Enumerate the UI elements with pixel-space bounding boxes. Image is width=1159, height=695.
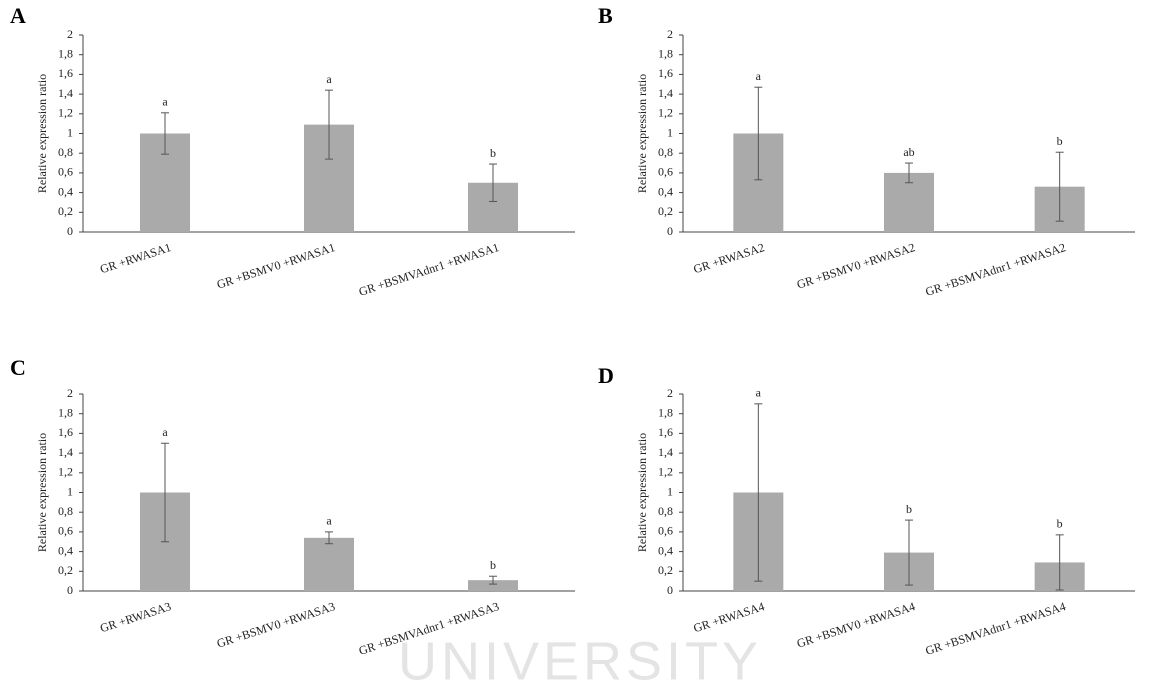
x-tick-label: GR +BSMV0 +RWASA4 [795, 599, 917, 650]
bar [304, 538, 354, 591]
y-axis-label: Relative expression ratio [35, 74, 49, 193]
significance-letter: b [1057, 134, 1063, 148]
x-tick-label: GR +BSMVAdnr1 +RWASA1 [357, 240, 501, 299]
significance-letter: b [906, 502, 912, 516]
panel-label: D [598, 363, 614, 388]
panel-label: B [598, 3, 613, 28]
y-tick-label: 0,2 [658, 204, 673, 218]
x-tick-label: GR +RWASA3 [98, 599, 172, 635]
significance-letter: a [756, 386, 762, 400]
y-tick-label: 0 [667, 583, 673, 597]
y-tick-label: 0,4 [58, 543, 73, 557]
x-tick-label: GR +BSMV0 +RWASA2 [795, 240, 917, 291]
y-tick-label: 1,6 [658, 425, 673, 439]
y-tick-label: 0,4 [658, 543, 673, 557]
significance-letter: a [756, 69, 762, 83]
y-tick-label: 2 [67, 386, 73, 400]
y-tick-label: 0 [67, 224, 73, 238]
watermark: UNIVERSITY [398, 631, 762, 691]
y-tick-label: 1,2 [658, 465, 673, 479]
y-axis-label: Relative expression ratio [635, 433, 649, 552]
significance-letter: b [490, 146, 496, 160]
y-tick-label: 1,4 [58, 86, 73, 100]
figure: UNIVERSITY A Relative expression ratio 0 0,… [0, 0, 1159, 695]
y-tick-label: 1,2 [58, 465, 73, 479]
y-tick-label: 2 [667, 27, 673, 41]
y-tick-label: 1 [67, 125, 73, 139]
y-tick-label: 0,2 [58, 204, 73, 218]
y-tick-label: 1 [667, 484, 673, 498]
y-tick-label: 0,6 [658, 165, 673, 179]
y-tick-label: 1,6 [58, 425, 73, 439]
significance-letter: ab [903, 145, 914, 159]
significance-letter: a [326, 72, 332, 86]
significance-letter: a [162, 95, 168, 109]
y-tick-label: 0 [67, 583, 73, 597]
y-tick-label: 1,6 [58, 66, 73, 80]
y-tick-label: 0,8 [658, 504, 673, 518]
y-tick-label: 1,4 [658, 445, 673, 459]
y-tick-label: 0,6 [658, 524, 673, 538]
y-tick-label: 0 [667, 224, 673, 238]
y-tick-label: 1,2 [658, 106, 673, 120]
y-tick-label: 0,2 [658, 563, 673, 577]
y-tick-label: 0,8 [658, 145, 673, 159]
y-tick-label: 0,8 [58, 145, 73, 159]
y-tick-label: 1 [667, 125, 673, 139]
significance-letter: b [490, 558, 496, 572]
x-tick-label: GR +BSMVAdnr1 +RWASA2 [924, 240, 1068, 299]
y-tick-label: 1,8 [658, 405, 673, 419]
y-tick-label: 2 [67, 27, 73, 41]
y-axis-label: Relative expression ratio [635, 74, 649, 193]
y-axis-label: Relative expression ratio [35, 433, 49, 552]
y-tick-label: 0,4 [58, 184, 73, 198]
y-tick-label: 1,4 [58, 445, 73, 459]
y-tick-label: 0,2 [58, 563, 73, 577]
x-tick-label: GR +BSMV0 +RWASA1 [215, 240, 337, 291]
y-tick-label: 1,8 [658, 46, 673, 60]
y-tick-label: 1,6 [658, 66, 673, 80]
significance-letter: b [1057, 517, 1063, 531]
y-tick-label: 1,8 [58, 46, 73, 60]
y-tick-label: 1,8 [58, 405, 73, 419]
x-tick-label: GR +BSMV0 +RWASA3 [215, 599, 337, 650]
y-tick-label: 1,2 [58, 106, 73, 120]
y-tick-label: 0,4 [658, 184, 673, 198]
panel-label: A [10, 3, 26, 28]
y-tick-label: 0,6 [58, 524, 73, 538]
panel-label: C [10, 355, 26, 380]
y-tick-label: 2 [667, 386, 673, 400]
x-tick-label: GR +BSMVAdnr1 +RWASA4 [924, 599, 1068, 658]
significance-letter: a [162, 425, 168, 439]
y-tick-label: 1,4 [658, 86, 673, 100]
x-tick-label: GR +RWASA2 [692, 240, 766, 276]
significance-letter: a [326, 514, 332, 528]
x-tick-label: GR +RWASA4 [692, 599, 766, 635]
y-tick-label: 1 [67, 484, 73, 498]
y-tick-label: 0,6 [58, 165, 73, 179]
x-tick-label: GR +RWASA1 [98, 240, 172, 276]
y-tick-label: 0,8 [58, 504, 73, 518]
